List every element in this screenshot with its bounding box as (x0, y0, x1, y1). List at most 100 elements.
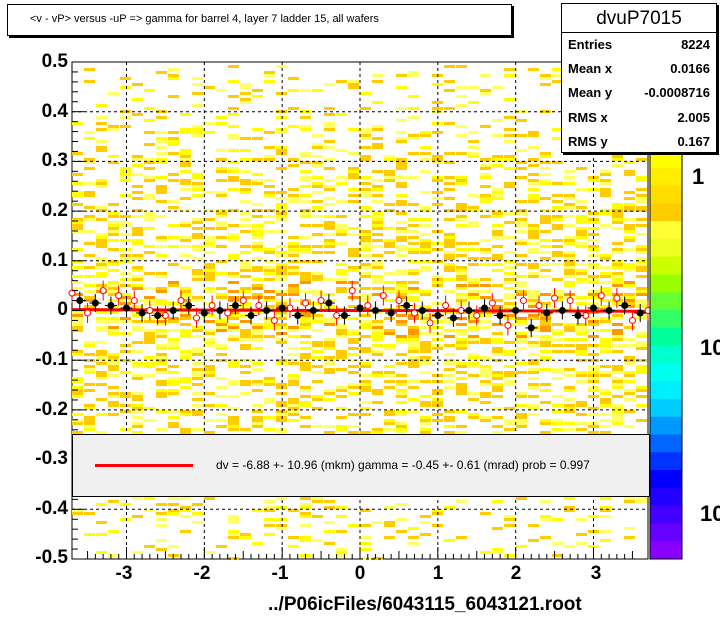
heatmap-cell (516, 290, 527, 293)
heatmap-cell (324, 317, 335, 320)
heatmap-cell (192, 83, 203, 86)
heatmap-cell (528, 134, 539, 137)
heatmap-cell (396, 158, 407, 161)
heatmap-cell (240, 188, 251, 191)
heatmap-cell (396, 230, 407, 233)
heatmap-cell (372, 557, 383, 560)
heatmap-cell (408, 542, 419, 545)
heatmap-cell (576, 227, 587, 230)
heatmap-cell (384, 506, 395, 509)
heatmap-cell (564, 326, 575, 329)
heatmap-cell (636, 224, 647, 227)
heatmap-cell (612, 284, 623, 287)
heatmap-cell (372, 320, 383, 323)
heatmap-cell (516, 404, 527, 407)
heatmap-cell (324, 425, 335, 428)
heatmap-cell (564, 338, 575, 341)
heatmap-cell (336, 368, 347, 371)
heatmap-cell (120, 296, 131, 299)
heatmap-cell (372, 275, 383, 278)
x-tick-label: -2 (193, 563, 211, 584)
heatmap-cell (420, 521, 431, 524)
heatmap-cell (576, 272, 587, 275)
heatmap-cell (300, 248, 311, 251)
heatmap-cell (348, 248, 359, 251)
heatmap-cell (600, 506, 611, 509)
black-profile-point (605, 307, 613, 314)
heatmap-cell (492, 155, 503, 158)
heatmap-cell (120, 332, 131, 335)
heatmap-cell (72, 350, 83, 353)
heatmap-cell (516, 362, 527, 365)
heatmap-cell (528, 413, 539, 416)
heatmap-cell (612, 365, 623, 368)
heatmap-cell (144, 131, 155, 134)
heatmap-cell (324, 521, 335, 524)
heatmap-cell (192, 428, 203, 431)
heatmap-cell (480, 164, 491, 167)
heatmap-cell (156, 332, 167, 335)
palette-swatch (650, 238, 682, 258)
heatmap-cell (180, 152, 191, 155)
heatmap-cell (168, 416, 179, 419)
heatmap-cell (216, 395, 227, 398)
heatmap-cell (84, 230, 95, 233)
heatmap-cell (408, 251, 419, 254)
heatmap-cell (264, 266, 275, 269)
heatmap-cell (516, 239, 527, 242)
heatmap-cell (180, 290, 191, 293)
heatmap-cell (228, 317, 239, 320)
heatmap-cell (396, 374, 407, 377)
heatmap-cell (312, 164, 323, 167)
heatmap-cell (636, 245, 647, 248)
heatmap-cell (132, 266, 143, 269)
heatmap-cell (492, 257, 503, 260)
heatmap-cell (552, 404, 563, 407)
heatmap-cell (300, 314, 311, 317)
heatmap-cell (192, 275, 203, 278)
heatmap-cell (420, 371, 431, 374)
heatmap-cell (624, 392, 635, 395)
red-profile-point (255, 302, 263, 310)
heatmap-cell (600, 317, 611, 320)
heatmap-cell (120, 428, 131, 431)
heatmap-cell (444, 233, 455, 236)
heatmap-cell (420, 170, 431, 173)
heatmap-cell (480, 338, 491, 341)
heatmap-cell (336, 215, 347, 218)
heatmap-cell (444, 290, 455, 293)
heatmap-cell (120, 272, 131, 275)
heatmap-cell (240, 260, 251, 263)
heatmap-cell (552, 209, 563, 212)
heatmap-cell (312, 371, 323, 374)
heatmap-cell (540, 323, 551, 326)
heatmap-cell (504, 374, 515, 377)
heatmap-cell (528, 317, 539, 320)
heatmap-cell (192, 128, 203, 131)
heatmap-cell (612, 266, 623, 269)
heatmap-cell (336, 200, 347, 203)
heatmap-cell (480, 326, 491, 329)
heatmap-cell (240, 428, 251, 431)
heatmap-cell (396, 203, 407, 206)
heatmap-cell (636, 194, 647, 197)
heatmap-cell (156, 395, 167, 398)
heatmap-cell (576, 428, 587, 431)
heatmap-cell (264, 398, 275, 401)
heatmap-cell (264, 518, 275, 521)
heatmap-cell (204, 131, 215, 134)
heatmap-cell (96, 182, 107, 185)
heatmap-cell (252, 404, 263, 407)
heatmap-cell (228, 314, 239, 317)
heatmap-cell (252, 419, 263, 422)
heatmap-cell (492, 224, 503, 227)
heatmap-cell (144, 497, 155, 500)
heatmap-cell (564, 269, 575, 272)
red-profile-point (551, 294, 559, 302)
heatmap-cell (432, 191, 443, 194)
heatmap-cell (300, 368, 311, 371)
heatmap-cell (240, 275, 251, 278)
heatmap-cell (468, 338, 479, 341)
heatmap-cell (552, 68, 563, 71)
heatmap-cell (408, 137, 419, 140)
